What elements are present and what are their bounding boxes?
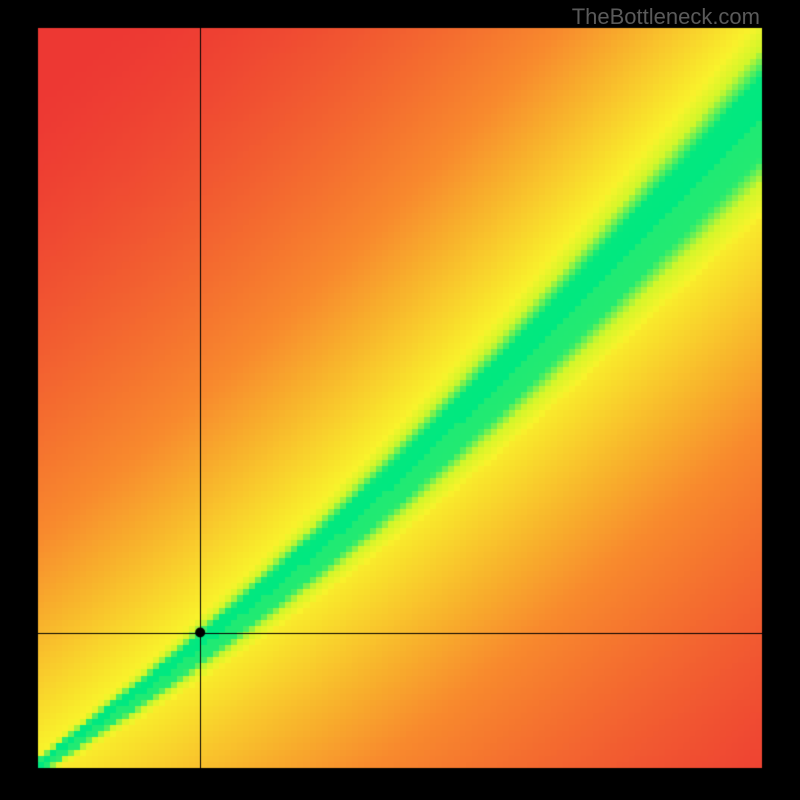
bottleneck-heatmap xyxy=(0,0,800,800)
chart-container: TheBottleneck.com xyxy=(0,0,800,800)
watermark-text: TheBottleneck.com xyxy=(572,4,760,30)
